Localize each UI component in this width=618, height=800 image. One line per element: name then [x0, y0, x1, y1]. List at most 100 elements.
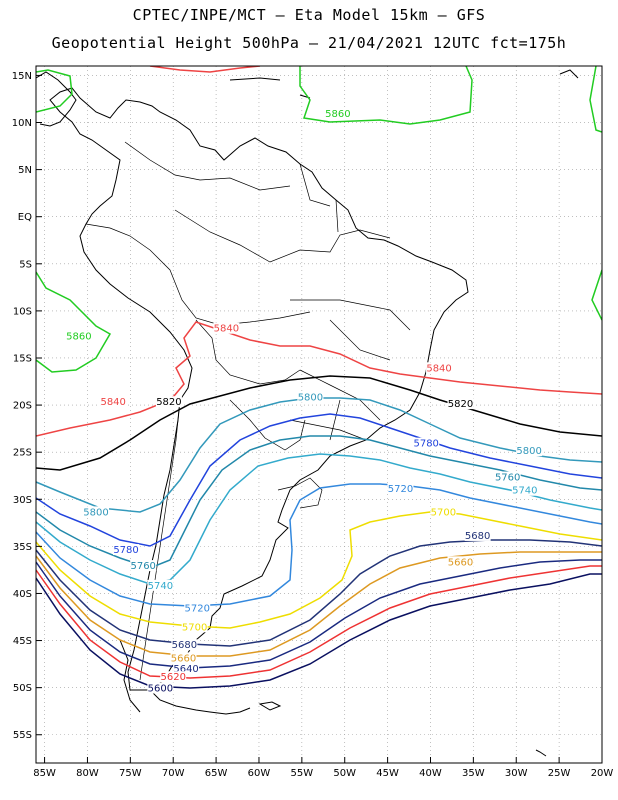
contour-label-bg: [464, 529, 491, 541]
contour-label-bg: [171, 639, 198, 651]
lat-tick-label: 25S: [13, 448, 32, 459]
contour-5780: [36, 413, 602, 547]
contour-5840-top: [149, 66, 261, 73]
contour-label-5740: 5740: [512, 486, 537, 497]
country-borders: [85, 141, 411, 681]
contour-label-5800: 5800: [83, 507, 108, 518]
contour-label-5680: 5680: [172, 640, 197, 651]
lon-tick-label: 55W: [291, 768, 314, 779]
lat-tick-label: 30S: [13, 495, 32, 506]
map-frame: [35, 65, 603, 764]
contour-label-bg: [170, 652, 197, 664]
lon-tick-label: 85W: [33, 768, 56, 779]
contour-5860-pacific: [36, 271, 112, 373]
border-colombia-venezuela: [124, 141, 291, 191]
contour-5620: [36, 565, 602, 679]
contour-labels: 5860 5860 5840 5840 5840 5820 5820 5800 5800 5800…: [65, 107, 543, 695]
contour-5740: [36, 453, 602, 585]
lat-tick-label: 10N: [12, 118, 32, 129]
contour-5720: [36, 483, 602, 607]
brazil-states: [289, 299, 411, 441]
chart-title-line2: Geopotential Height 500hPa – 21/04/2021 …: [51, 34, 567, 52]
central-america-coastline: [36, 71, 77, 127]
lon-tick-label: 60W: [248, 768, 271, 779]
fernando-de-noronha: [535, 749, 547, 757]
lat-tick-label: 50S: [13, 683, 32, 694]
lat-tick-label: 15S: [13, 353, 32, 364]
contour-label-bg: [430, 506, 457, 518]
contour-5860-north-west: [36, 69, 73, 113]
contour-label-5660: 5660: [171, 653, 196, 664]
lon-tick-label: 75W: [119, 768, 142, 779]
contour-label-5720: 5720: [388, 484, 413, 495]
contour-label-bg: [447, 398, 474, 410]
contour-label-bg: [511, 484, 538, 496]
contour-label-bg: [516, 445, 543, 457]
lon-tick-label: 25W: [548, 768, 571, 779]
contour-label-bg: [213, 322, 240, 334]
contour-layer: [36, 66, 602, 689]
contour-label-bg: [181, 621, 208, 633]
contour-5700: [36, 511, 602, 629]
lat-tick-label: 45S: [13, 636, 32, 647]
border-bolivia: [195, 319, 301, 385]
contour-label-5800: 5800: [516, 446, 541, 457]
contour-label-5780: 5780: [113, 545, 138, 556]
lon-tick-label: 30W: [505, 768, 528, 779]
chart-title-line1: CPTEC/INPE/MCT – Eta Model 15km – GFS: [132, 6, 486, 24]
contour-label-bg: [413, 437, 440, 449]
contour-5860-north: [299, 66, 602, 133]
contour-5660: [36, 551, 602, 657]
contour-label-5700: 5700: [182, 622, 207, 633]
contour-label-bg: [173, 662, 200, 674]
contour-label-bg: [147, 579, 174, 591]
contour-label-bg: [324, 107, 351, 119]
contour-label-bg: [83, 506, 110, 518]
lon-tick-label: 35W: [462, 768, 485, 779]
border-uruguay: [277, 477, 323, 509]
border-peru-brazil: [149, 249, 311, 326]
contour-5600: [36, 573, 602, 689]
contour-label-bg: [184, 602, 211, 614]
lat-tick-label: 5N: [18, 165, 32, 176]
lon-tick-label: 70W: [162, 768, 185, 779]
contour-label-5720: 5720: [184, 603, 209, 614]
contour-label-5840: 5840: [426, 363, 451, 374]
contour-5640: [36, 559, 602, 669]
contour-label-5760: 5760: [130, 561, 155, 572]
contour-label-bg: [447, 556, 474, 568]
lat-tick-label: 35S: [13, 542, 32, 553]
contour-5860-atlantic: [591, 269, 602, 321]
lon-tick-label: 80W: [76, 768, 99, 779]
contour-label-5660: 5660: [448, 557, 473, 568]
lat-tick-label: 5S: [19, 259, 32, 270]
lon-tick-label: 45W: [376, 768, 399, 779]
contour-label-5820: 5820: [156, 397, 181, 408]
contour-label-5640: 5640: [173, 664, 198, 675]
border-brazil-north: [174, 209, 391, 263]
contour-label-bg: [147, 682, 174, 694]
contour-label-bg: [130, 560, 157, 572]
contour-label-bg: [494, 471, 521, 483]
contour-label-5760: 5760: [495, 473, 520, 484]
contour-label-bg: [426, 362, 453, 374]
lon-tick-label: 20W: [591, 768, 614, 779]
contour-label-5840: 5840: [100, 397, 125, 408]
contour-label-5740: 5740: [148, 581, 173, 592]
lon-tick-label: 65W: [205, 768, 228, 779]
border-ecuador: [85, 223, 151, 251]
axis-ticks: 15N 10N 5N EQ 5S 10S 15S 20S 25S 30S 35S 40S 45S 50S 5…: [12, 71, 614, 779]
contour-label-bg: [387, 482, 414, 494]
contour-label-bg: [113, 544, 140, 556]
falkland-islands: [258, 701, 282, 711]
contour-5760: [36, 435, 602, 569]
lat-tick-label: 55S: [13, 730, 32, 741]
contour-label-5780: 5780: [413, 439, 438, 450]
lat-tick-label: EQ: [18, 212, 32, 223]
south-america-coastline: [49, 87, 469, 691]
contour-label-5700: 5700: [431, 507, 456, 518]
contour-label-5620: 5620: [160, 672, 185, 683]
contour-label-5800: 5800: [298, 392, 323, 403]
contour-label-5680: 5680: [465, 531, 490, 542]
